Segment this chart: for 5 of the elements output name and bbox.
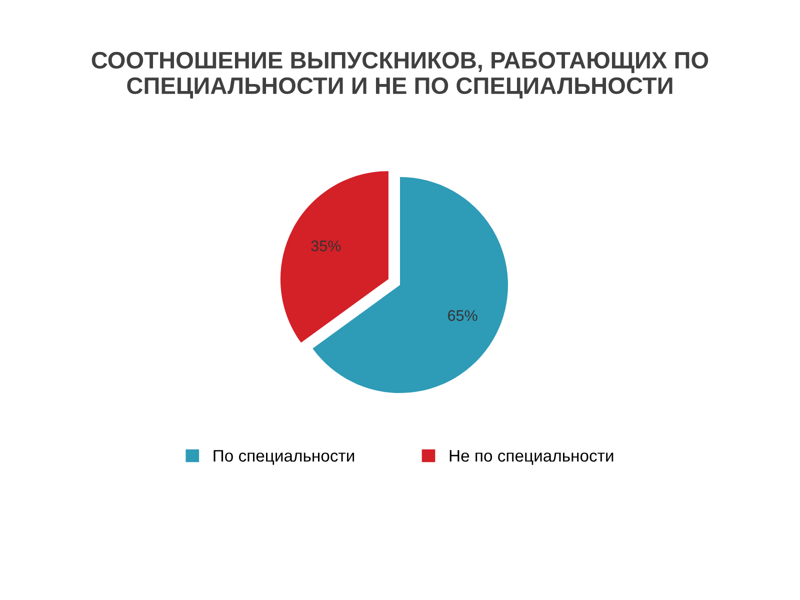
data-label: 35%	[311, 240, 341, 252]
legend-label: Не по специальности	[450, 450, 614, 465]
data-label: 65%	[448, 310, 478, 321]
chart-title: СООТНОШЕНИЕ ВЫПУСКНИКОВ, РАБОТАЮЩИХ ПО СПЕЦИАЛЬНОСТИ И НЕ ПО СПЕЦИАЛЬНОСТИ	[92, 52, 708, 99]
legend-label: По специальности	[214, 450, 354, 465]
